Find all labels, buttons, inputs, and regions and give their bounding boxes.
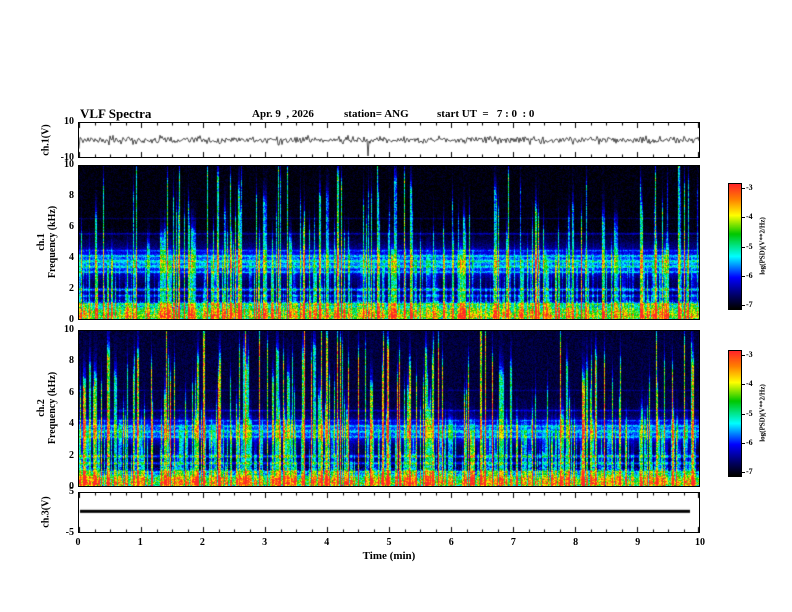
ch2-colorbar-label: log(PSD)(V**2/Hz) <box>758 384 769 442</box>
frequency-tick-label: 2 <box>69 283 74 294</box>
colorbar-tick-label: -5 <box>746 241 753 251</box>
ch1-colorbar-label: log(PSD)(V**2/Hz) <box>758 217 769 275</box>
ch2-frequency-axis-label: ch.2 Frequency (kHz) <box>36 372 58 444</box>
colorbar-tick-label: -7 <box>746 466 753 476</box>
colorbar-tick-label: -4 <box>746 212 753 222</box>
frequency-tick-label: 10 <box>64 159 74 170</box>
header-start-ut: start UT = 7 : 0 : 0 <box>437 108 535 120</box>
colorbar-tick-label: -6 <box>746 437 753 447</box>
colorbar-tick-label: -7 <box>746 299 753 309</box>
time-tick-label: 4 <box>324 537 330 548</box>
frequency-tick-label: 10 <box>64 324 74 335</box>
ch2-colorbar-label-text: log(PSD)(V**2/Hz) <box>758 384 767 442</box>
ch1-voltage-axis-label: ch.1(V) <box>41 124 52 155</box>
colorbar-tick-mark <box>741 217 745 219</box>
ch1-spectrogram-canvas <box>79 166 699 319</box>
colorbar-tick-label: -5 <box>746 408 753 418</box>
frequency-tick-label: 8 <box>69 190 74 201</box>
time-tick-label: 0 <box>75 537 81 548</box>
colorbar-tick-mark <box>741 442 745 444</box>
voltage-tick-label: -10 <box>60 152 74 163</box>
colorbar-tick-mark <box>741 471 745 473</box>
colorbar-tick-mark <box>741 413 745 415</box>
ch1-label-frequency: Frequency (kHz) <box>47 205 58 279</box>
voltage-tick-label: 5 <box>69 486 74 497</box>
time-tick-label: 10 <box>695 537 705 548</box>
frequency-tick-label: 6 <box>69 221 74 232</box>
ch1-frequency-axis-label: ch.1 Frequency (kHz) <box>36 206 58 278</box>
frequency-tick-label: 8 <box>69 355 74 367</box>
ch1-colorbar-label-text: log(PSD)(V**2/Hz) <box>758 217 767 275</box>
time-tick-label: 2 <box>199 537 205 548</box>
frequency-tick-label: 0 <box>69 314 74 325</box>
time-tick-label: 8 <box>573 537 579 548</box>
frequency-tick-label: 2 <box>69 449 74 461</box>
ch1-spectrogram-panel <box>78 165 700 320</box>
ch2-colorbar <box>728 350 742 477</box>
colorbar-tick-mark <box>741 304 745 306</box>
ch3-waveform-panel <box>78 492 700 533</box>
colorbar-tick-label: -3 <box>746 183 753 193</box>
ch1-waveform-canvas <box>79 123 699 157</box>
ch1-voltage-axis-label-text: ch.1(V) <box>40 124 52 156</box>
voltage-tick-label: 10 <box>64 116 74 127</box>
ch1-waveform-panel <box>78 122 700 158</box>
ch2-colorbar-canvas <box>729 351 741 476</box>
time-tick-label: 9 <box>635 537 641 548</box>
ch3-voltage-axis-label: ch.3(V) <box>41 496 52 527</box>
frequency-tick-label: 4 <box>69 418 74 430</box>
header-station: station= ANG <box>344 108 409 120</box>
colorbar-tick-mark <box>741 275 745 277</box>
figure-title: VLF Spectra <box>80 106 152 121</box>
ch3-voltage-axis-label-text: ch.3(V) <box>40 496 52 528</box>
voltage-tick-label: -5 <box>65 527 74 538</box>
frequency-tick-label: 4 <box>69 252 74 263</box>
ch2-label-channel: ch.2 <box>36 399 47 417</box>
frequency-tick-label: 6 <box>69 386 74 398</box>
time-tick-label: 3 <box>262 537 268 548</box>
frequency-tick-label: 0 <box>69 481 74 492</box>
ch1-colorbar-canvas <box>729 184 741 309</box>
colorbar-tick-mark <box>741 246 745 248</box>
ch1-colorbar <box>728 183 742 310</box>
time-axis-label: Time (min) <box>362 550 416 562</box>
header-date: Apr. 9 , 2026 <box>252 108 314 120</box>
colorbar-tick-mark <box>741 188 745 190</box>
time-tick-label: 1 <box>137 537 143 548</box>
colorbar-tick-label: -4 <box>746 379 753 389</box>
colorbar-tick-mark <box>741 355 745 357</box>
ch2-spectrogram-panel <box>78 330 700 487</box>
colorbar-tick-mark <box>741 384 745 386</box>
ch1-label-channel: ch.1 <box>36 233 47 251</box>
time-tick-label: 5 <box>386 537 392 548</box>
ch2-spectrogram-canvas <box>79 331 699 486</box>
ch3-waveform-canvas <box>79 493 699 532</box>
time-tick-label: 7 <box>510 537 516 548</box>
time-tick-label: 6 <box>448 537 454 548</box>
ch2-label-frequency: Frequency (kHz) <box>47 371 58 445</box>
colorbar-tick-label: -3 <box>746 350 753 360</box>
colorbar-tick-label: -6 <box>746 270 753 280</box>
